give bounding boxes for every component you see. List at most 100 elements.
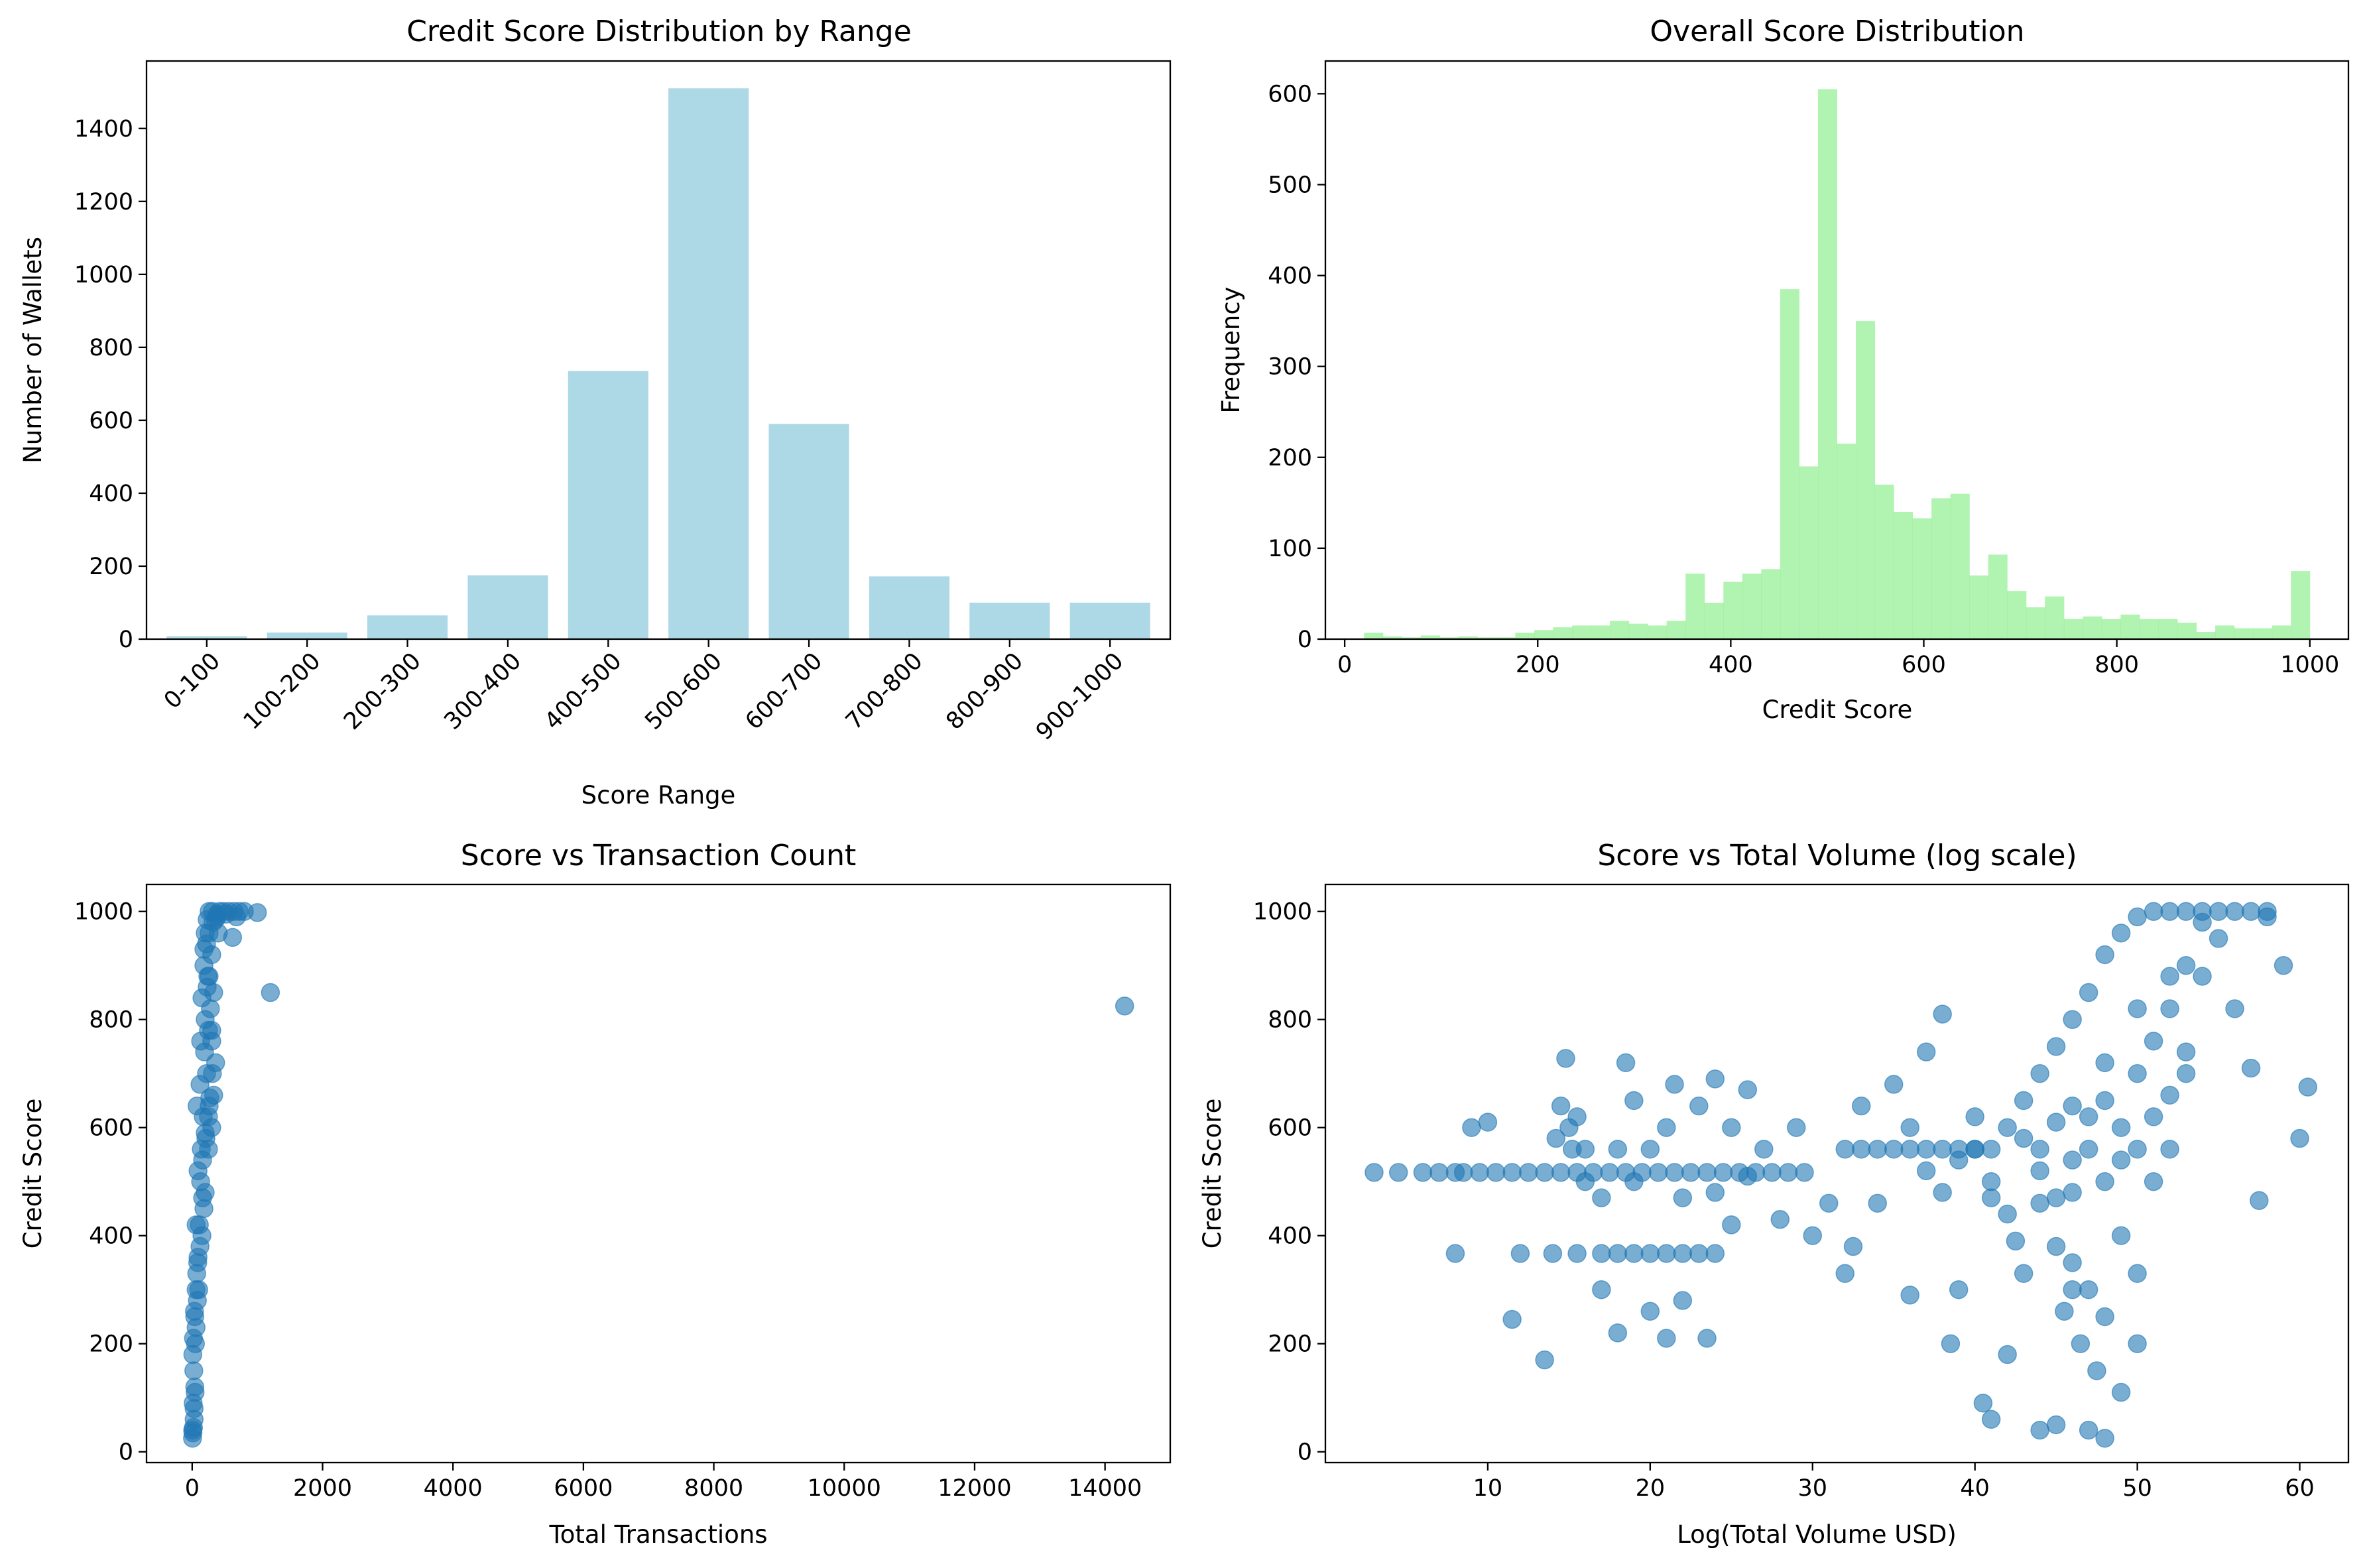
vol-point [2128, 1264, 2147, 1284]
hist-bar [2120, 614, 2140, 639]
vol-point [1900, 1140, 1919, 1159]
vol-point [1705, 1244, 1725, 1263]
vol-point [1981, 1410, 2001, 1429]
hist-ytick-label: 100 [1268, 536, 1312, 562]
hist-bar [1912, 518, 1932, 639]
vol-point [1413, 1163, 1433, 1182]
vol-point [2241, 1058, 2261, 1078]
vol-point [1981, 1140, 2001, 1159]
vol-point [1916, 1140, 1936, 1159]
vol-point [1981, 1188, 2001, 1207]
vol-point [2030, 1420, 2049, 1440]
vol-point [2046, 1415, 2066, 1435]
range-ytick-label: 1400 [74, 116, 133, 143]
txn-point [184, 1399, 204, 1418]
txn-point [192, 1140, 211, 1159]
vol-point [1689, 1096, 1709, 1116]
vol-point [1567, 1107, 1587, 1126]
vol-point [2063, 1150, 2082, 1170]
vol-point [1673, 1291, 1693, 1310]
range-ytick-label: 400 [89, 481, 133, 507]
range-ytick-label: 800 [89, 335, 133, 361]
hist-bar [2215, 625, 2235, 639]
vol-point [1998, 1204, 2017, 1224]
txn-yticks: 0 200 400 600 800 1000 [74, 899, 147, 1466]
vol-point [1502, 1309, 1522, 1329]
panel-hist-title: Overall Score Distribution [1650, 15, 2024, 48]
vol-point [1429, 1163, 1449, 1182]
vol-point [1640, 1244, 1660, 1263]
range-ytick-label: 600 [89, 408, 133, 434]
vol-point [2055, 1301, 2074, 1321]
vol-point [1616, 1053, 1636, 1073]
range-ytick-label: 0 [119, 627, 133, 653]
panel-range-title: Credit Score Distribution by Range [406, 15, 912, 48]
hist-bar [1723, 581, 1743, 639]
panel-vol-frame [1324, 883, 2350, 1464]
hist-bar [2158, 619, 2178, 639]
panel-range-ylabel: Number of Wallets [19, 237, 47, 463]
hist-bar [1799, 466, 1819, 639]
vol-point [2160, 1140, 2179, 1159]
vol-point [2095, 1091, 2114, 1111]
hist-xtick-label: 200 [1516, 652, 1560, 678]
hist-xtick-label: 0 [1337, 652, 1352, 678]
txn-xtick-label: 14000 [1068, 1475, 1142, 1502]
hist-bar [2272, 625, 2291, 639]
hist-bar [1780, 289, 1799, 639]
vol-point [2095, 945, 2114, 965]
panel-vol: Score vs Total Volume (log scale) 10 20 30… [1198, 839, 2350, 1549]
vol-point [1868, 1140, 1887, 1159]
vol-point [1941, 1334, 1961, 1353]
hist-bar [2045, 596, 2065, 639]
vol-point [2290, 1128, 2309, 1148]
vol-xtick-label: 60 [2285, 1475, 2315, 1502]
txn-point [193, 1188, 212, 1207]
vol-point [2128, 907, 2147, 927]
vol-ytick-label: 400 [1268, 1223, 1312, 1250]
vol-point [1851, 1096, 1871, 1116]
vol-point [2046, 1188, 2066, 1207]
panel-txn-xlabel: Total Transactions [548, 1520, 767, 1549]
txn-point [184, 1361, 204, 1380]
vol-point [1949, 1280, 1969, 1299]
vol-points [1365, 902, 2318, 1448]
vol-point [2111, 1150, 2131, 1170]
vol-point [1673, 1244, 1693, 1263]
hist-bar [1931, 498, 1951, 639]
panel-txn-title: Score vs Transaction Count [461, 839, 857, 873]
panel-range-xlabel: Score Range [581, 781, 736, 810]
hist-yticks: 0 100 200 300 400 500 600 [1268, 81, 1325, 653]
vol-point [1592, 1244, 1611, 1263]
hist-xtick-label: 1000 [2280, 652, 2339, 678]
vol-point [2258, 907, 2277, 927]
vol-point [2063, 1253, 2082, 1272]
vol-point [1900, 1286, 1919, 1305]
vol-point [1665, 1163, 1684, 1182]
range-bar [1069, 602, 1150, 639]
panel-hist: Overall Score Distribution 0 200 400 600 800… [1217, 15, 2350, 724]
vol-point [2111, 1118, 2131, 1137]
vol-point [1462, 1118, 1481, 1137]
vol-point [2144, 1172, 2163, 1191]
txn-ytick-label: 1000 [74, 899, 133, 926]
txn-point [186, 1280, 206, 1299]
txn-point [186, 1382, 205, 1402]
vol-point [2071, 1334, 2091, 1353]
txn-point [188, 1253, 208, 1272]
range-bar [166, 636, 247, 639]
vol-point [2241, 902, 2261, 921]
vol-point [1795, 1163, 1814, 1182]
vol-point [2160, 999, 2179, 1018]
vol-point [2095, 1172, 2114, 1191]
hist-bar [2253, 628, 2273, 639]
vol-point [2176, 1063, 2196, 1083]
hist-bar [1874, 484, 1894, 639]
vol-point [1770, 1210, 1790, 1229]
hist-ytick-label: 0 [1298, 627, 1312, 653]
txn-xtick-label: 8000 [684, 1475, 743, 1502]
hist-bar [1439, 637, 1459, 639]
txn-point [199, 1107, 218, 1126]
panel-hist-ylabel: Frequency [1217, 286, 1245, 413]
hist-bar [1420, 635, 1440, 639]
